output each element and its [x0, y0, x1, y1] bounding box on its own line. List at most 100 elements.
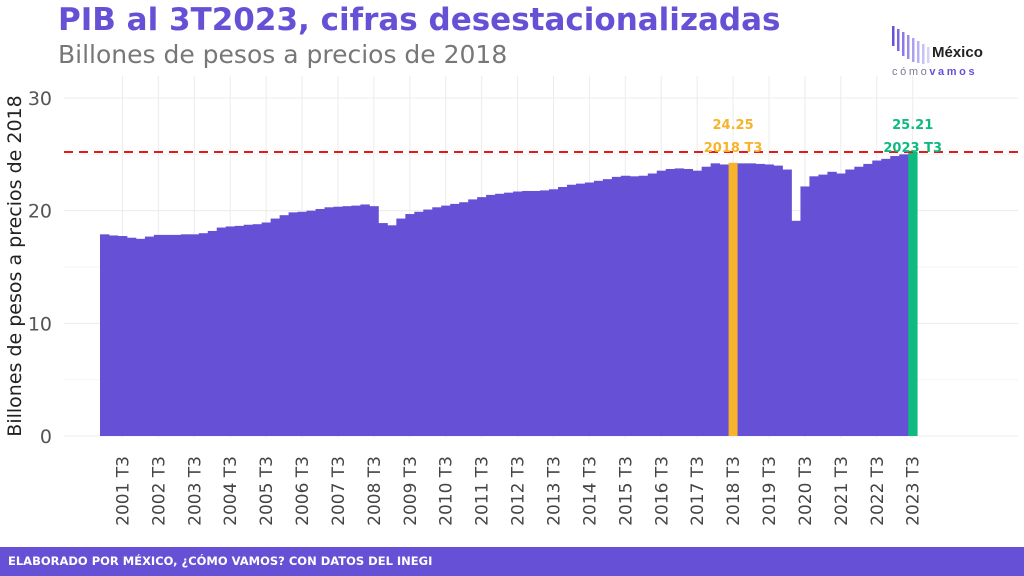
- x-tick-label: 2020 T3: [796, 456, 816, 526]
- bar-2001-t4: [126, 237, 137, 436]
- x-tick-label: 2006 T3: [293, 456, 313, 526]
- bar-2017-t4: [701, 166, 712, 436]
- x-tick-label: 2016 T3: [652, 456, 672, 526]
- bar-2013-t2: [540, 190, 550, 436]
- bar-2002-t4: [162, 234, 173, 436]
- x-tick-label: 2002 T3: [149, 456, 169, 526]
- x-tick-label: 2011 T3: [473, 456, 493, 526]
- bar-2021-t3: [836, 173, 846, 436]
- bar-2023-t2: [899, 154, 909, 437]
- bar-2011-t4: [486, 194, 496, 436]
- x-tick-label: 2007 T3: [329, 456, 349, 526]
- bar-2019-t1: [746, 163, 756, 436]
- bar-2018-t3: [728, 162, 738, 437]
- bar-2019-t4: [773, 165, 783, 436]
- chart-title: PIB al 3T2023, cifras desestacionalizada…: [58, 2, 781, 38]
- bar-2010-t1: [423, 209, 433, 436]
- bar-2018-t4: [737, 163, 747, 436]
- bar-2006-t4: [306, 210, 316, 436]
- x-tick-label: 2014 T3: [580, 456, 600, 526]
- bar-2017-t2: [683, 168, 694, 437]
- x-tick-label: 2021 T3: [832, 456, 852, 526]
- bar-2001-t3: [117, 236, 128, 436]
- bar-2020-t4: [809, 176, 819, 436]
- bar-2020-t3: [800, 186, 810, 436]
- bar-2017-t3: [692, 170, 703, 437]
- highlight-value-label: 24.25: [713, 118, 754, 133]
- bar-2018-t2: [719, 164, 729, 436]
- bar-2005-t1: [243, 224, 254, 436]
- bar-2014-t1: [566, 184, 577, 436]
- bar-2013-t4: [557, 187, 568, 436]
- bar-2016-t4: [665, 168, 676, 437]
- bar-2023-t3: [908, 151, 918, 436]
- bar-2001-t2: [108, 235, 119, 436]
- footer-bar: ELABORADO POR MÉXICO, ¿CÓMO VAMOS? CON D…: [0, 547, 1024, 576]
- bar-2008-t3: [369, 206, 379, 436]
- x-tick-label: 2008 T3: [365, 456, 385, 526]
- chart-subtitle: Billones de pesos a precios de 2018: [58, 40, 508, 69]
- bar-2014-t2: [575, 183, 586, 436]
- highlight-period-label: 2023 T3: [883, 141, 942, 156]
- bar-2012-t1: [495, 193, 505, 436]
- x-tick-label: 2005 T3: [257, 456, 277, 526]
- x-tick-label: 2019 T3: [760, 456, 780, 526]
- x-tick-label: 2018 T3: [724, 456, 744, 526]
- bar-2023-t1: [890, 156, 900, 437]
- bar-2020-t2: [791, 220, 801, 436]
- bar-2002-t3: [153, 234, 164, 436]
- bar-2016-t1: [638, 175, 649, 437]
- bar-2004-t2: [216, 227, 227, 436]
- bar-2009-t2: [396, 218, 406, 436]
- bar-2015-t4: [629, 176, 640, 436]
- bar-2018-t1: [710, 163, 721, 436]
- bar-2010-t2: [432, 207, 442, 436]
- bar-2010-t3: [441, 205, 451, 436]
- bar-2005-t2: [252, 224, 263, 436]
- bar-2022-t4: [881, 158, 891, 436]
- logo-word-como-vamos: cómovamos: [892, 66, 977, 78]
- bar-2012-t3: [513, 191, 523, 436]
- x-tick-label: 2015 T3: [616, 456, 636, 526]
- bar-2003-t2: [180, 234, 191, 436]
- mexico-como-vamos-logo: México cómovamos: [888, 24, 1008, 84]
- bar-2019-t2: [755, 163, 765, 436]
- bar-2014-t4: [593, 180, 604, 436]
- x-tick-label: 2023 T3: [904, 456, 924, 526]
- bar-2002-t1: [135, 238, 146, 436]
- footer-source-text: ELABORADO POR MÉXICO, ¿CÓMO VAMOS? CON D…: [8, 554, 433, 568]
- bar-2008-t2: [360, 204, 370, 436]
- bar-2009-t3: [405, 214, 415, 436]
- highlight-value-label: 25.21: [892, 118, 933, 133]
- bar-2006-t1: [279, 215, 289, 436]
- bar-2006-t3: [297, 211, 307, 436]
- bar-2021-t4: [845, 169, 855, 436]
- bar-2012-t4: [522, 190, 532, 436]
- x-tick-label: 2010 T3: [437, 456, 457, 526]
- bar-2008-t4: [378, 223, 388, 436]
- gdp-bar-chart: 24.25 2018 T3 25.21 2023 T3 0 10 20 30Billones …: [4, 76, 1018, 526]
- logo-word-vamos: vamos: [929, 66, 978, 78]
- bar-2021-t2: [827, 171, 837, 436]
- bar-2008-t1: [351, 205, 361, 436]
- bar-2005-t4: [270, 218, 280, 436]
- y-tick-label: 20: [28, 201, 52, 223]
- bar-2012-t2: [504, 192, 514, 436]
- y-axis-title: Billones de pesos a precios de 2018: [4, 95, 26, 436]
- bar-2004-t4: [234, 225, 245, 436]
- bar-2022-t2: [863, 163, 873, 436]
- x-tick-label: 2012 T3: [509, 456, 529, 526]
- bar-2005-t3: [261, 222, 272, 436]
- bar-2013-t3: [549, 189, 559, 436]
- bar-2020-t1: [782, 169, 792, 436]
- bar-2019-t3: [764, 164, 774, 436]
- bar-2014-t3: [584, 182, 595, 436]
- bar-2007-t3: [333, 206, 343, 436]
- bar-2013-t1: [531, 190, 541, 436]
- bar-2015-t1: [602, 179, 613, 436]
- bar-2009-t4: [414, 211, 424, 436]
- bar-2004-t1: [207, 230, 218, 436]
- bar-2009-t1: [387, 225, 397, 436]
- bar-2015-t2: [611, 176, 622, 436]
- y-tick-label: 30: [28, 88, 52, 110]
